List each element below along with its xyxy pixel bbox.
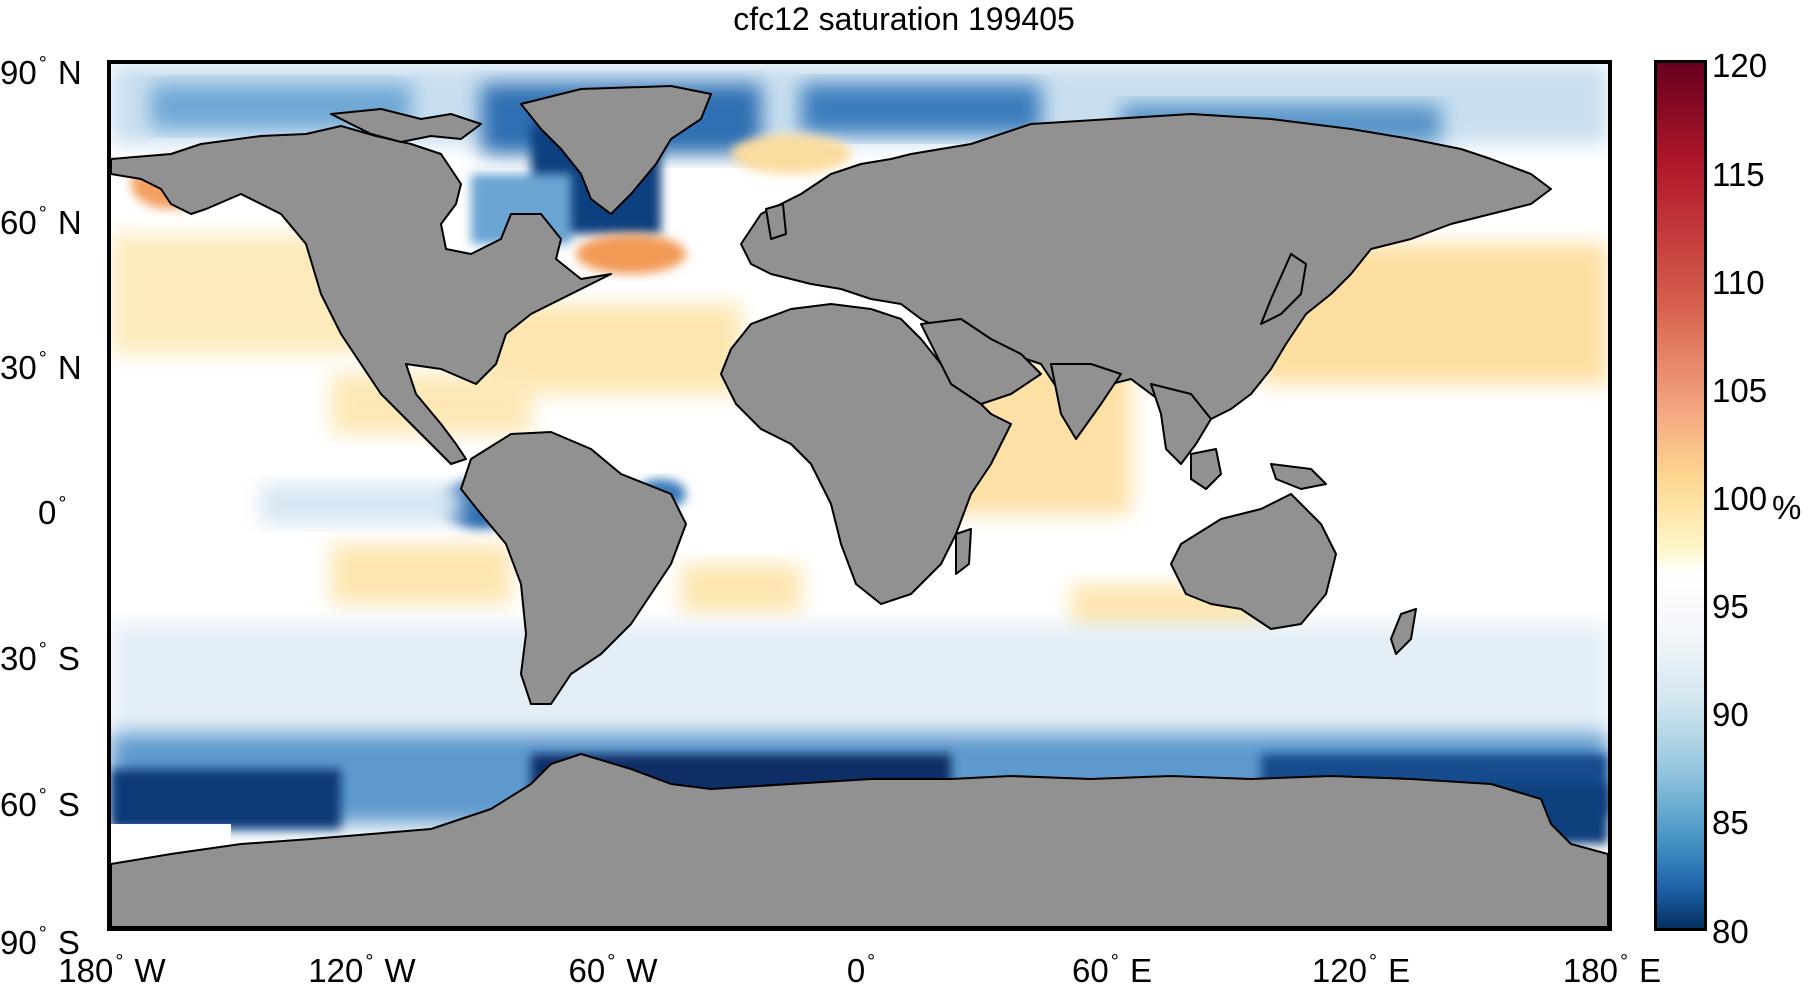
ross-sea-low <box>111 769 341 829</box>
colorbar-tick-120: 120 <box>1712 47 1768 84</box>
degree-symbol: ° <box>365 951 374 973</box>
lat-label-60n: 60 ° N <box>0 196 100 241</box>
lat-label-30n: 30 ° N <box>0 341 100 386</box>
greenland <box>520 85 712 215</box>
land <box>111 85 1608 927</box>
degree-symbol: ° <box>38 639 47 661</box>
lon-label-60w: 60 ° W <box>568 944 657 989</box>
indochina <box>1150 383 1212 465</box>
lat-hemi: N <box>57 54 82 91</box>
lat-hemi: N <box>57 349 82 386</box>
colorbar-tick-90: 90 <box>1712 696 1749 733</box>
lon-hemi: W <box>134 952 166 989</box>
lat-hemi: S <box>57 924 80 961</box>
colorbar-tick-95: 95 <box>1712 588 1749 625</box>
colorbar-tick-110: 110 <box>1712 264 1765 301</box>
africa <box>720 303 1012 605</box>
degree-symbol: ° <box>867 951 876 973</box>
colorbar-tick-105: 105 <box>1712 372 1768 409</box>
lat-label-90s: 90 ° S <box>0 916 100 961</box>
north-america <box>111 125 612 465</box>
lat-deg: 30 <box>0 349 37 386</box>
lon-label-180e: 180 ° E <box>1563 944 1661 989</box>
lat-hemi: S <box>57 640 80 677</box>
lat-deg: 60 <box>0 204 37 241</box>
lat-deg: 90 <box>0 54 37 91</box>
degree-symbol: ° <box>38 53 47 75</box>
lon-label-0: 0 ° <box>847 944 877 989</box>
norway-sea-high <box>731 134 851 174</box>
lon-deg: 180 <box>58 952 114 989</box>
borneo <box>1190 448 1222 490</box>
world-map <box>107 60 1612 931</box>
lon-label-120e: 120 ° E <box>1312 944 1410 989</box>
degree-symbol: ° <box>607 951 616 973</box>
lon-label-180w: 180 ° W <box>58 944 165 989</box>
degree-symbol: ° <box>38 923 47 945</box>
colorbar-unit: % <box>1772 489 1802 526</box>
barents-low <box>801 84 1041 134</box>
lon-deg: 0 <box>846 952 866 989</box>
antarctica <box>111 753 1608 927</box>
lon-hemi: W <box>384 952 416 989</box>
degree-symbol: ° <box>38 203 47 225</box>
lon-deg: 60 <box>568 952 606 989</box>
lat-deg: 0 <box>38 494 57 531</box>
south-america <box>460 431 687 705</box>
lat-label-30s: 30 ° S <box>0 632 100 677</box>
gulf-st-lawrence-high <box>576 234 686 274</box>
colorbar-tick-80: 80 <box>1712 913 1749 950</box>
lon-label-120w: 120 ° W <box>308 944 415 989</box>
map-canvas <box>111 64 1608 927</box>
india <box>1050 363 1122 440</box>
lat-deg: 60 <box>0 786 37 823</box>
lat-deg: 30 <box>0 640 37 677</box>
degree-symbol: ° <box>1368 951 1377 973</box>
lat-label-60s: 60 ° S <box>0 778 100 823</box>
degree-symbol: ° <box>38 785 47 807</box>
lat-label-equator: 0 ° <box>38 486 138 531</box>
south-atlantic-high <box>681 564 801 614</box>
map-title: cfc12 saturation 199405 <box>733 1 1075 37</box>
lat-deg: 90 <box>0 924 37 961</box>
lon-deg: 120 <box>1311 952 1367 989</box>
arctic-islands <box>330 108 482 143</box>
lon-hemi: E <box>1129 952 1152 989</box>
south-pacific-high <box>331 544 511 604</box>
colorbar-tick-115: 115 <box>1712 156 1765 193</box>
lon-deg: 120 <box>308 952 364 989</box>
degree-symbol: ° <box>38 348 47 370</box>
degree-symbol: ° <box>58 493 67 515</box>
arabia <box>920 318 1042 405</box>
colorbar <box>1654 60 1707 931</box>
degree-symbol: ° <box>1619 951 1628 973</box>
lat-hemi: S <box>57 786 80 823</box>
degree-symbol: ° <box>115 951 124 973</box>
lon-hemi: W <box>626 952 658 989</box>
lat-label-90n: 90 ° N <box>0 46 100 91</box>
colorbar-tick-100: 100 <box>1712 480 1768 517</box>
new-zealand <box>1390 608 1417 655</box>
colorbar-tick-85: 85 <box>1712 804 1749 841</box>
lon-hemi: E <box>1388 952 1411 989</box>
uk <box>765 203 787 240</box>
australia <box>1170 493 1337 630</box>
lat-hemi: N <box>57 204 82 241</box>
lon-deg: 60 <box>1072 952 1109 989</box>
lon-deg: 180 <box>1562 952 1618 989</box>
lon-hemi: E <box>1639 952 1662 989</box>
equatorial-pacific-low <box>261 484 461 524</box>
madagascar <box>955 528 972 575</box>
new-guinea <box>1270 463 1327 490</box>
degree-symbol: ° <box>1110 951 1119 973</box>
japan <box>1260 253 1307 325</box>
lon-label-60e: 60 ° E <box>1072 944 1152 989</box>
